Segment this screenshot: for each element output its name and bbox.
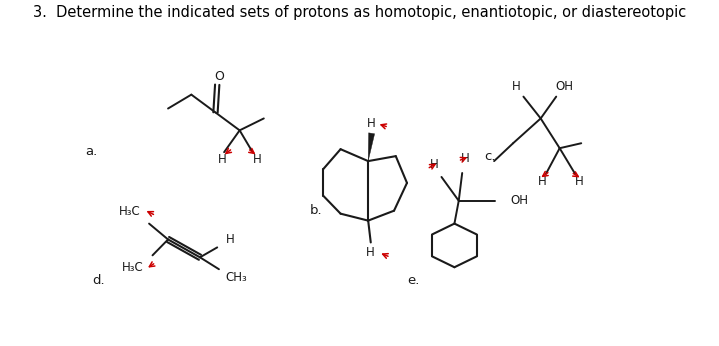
Text: H: H [462, 152, 470, 165]
Text: H: H [226, 233, 234, 246]
Text: H: H [430, 157, 439, 171]
Text: b.: b. [309, 204, 322, 217]
Text: c.: c. [485, 149, 496, 163]
Text: H: H [365, 246, 375, 259]
Text: H: H [367, 117, 376, 130]
Text: O: O [214, 70, 224, 83]
Text: e.: e. [407, 274, 419, 286]
Text: H: H [252, 153, 261, 166]
Text: H: H [218, 153, 226, 166]
Text: a.: a. [86, 145, 98, 158]
Text: d.: d. [92, 274, 105, 286]
Text: H: H [512, 80, 521, 93]
Text: H₃C: H₃C [122, 261, 144, 274]
Text: H₃C: H₃C [119, 205, 140, 218]
Text: OH: OH [556, 80, 574, 93]
Text: OH: OH [510, 194, 528, 207]
Polygon shape [368, 133, 375, 161]
Text: H: H [538, 175, 546, 189]
Text: 3.  Determine the indicated sets of protons as homotopic, enantiotopic, or diast: 3. Determine the indicated sets of proto… [33, 5, 686, 20]
Text: H: H [575, 175, 584, 189]
Text: CH₃: CH₃ [226, 271, 247, 284]
